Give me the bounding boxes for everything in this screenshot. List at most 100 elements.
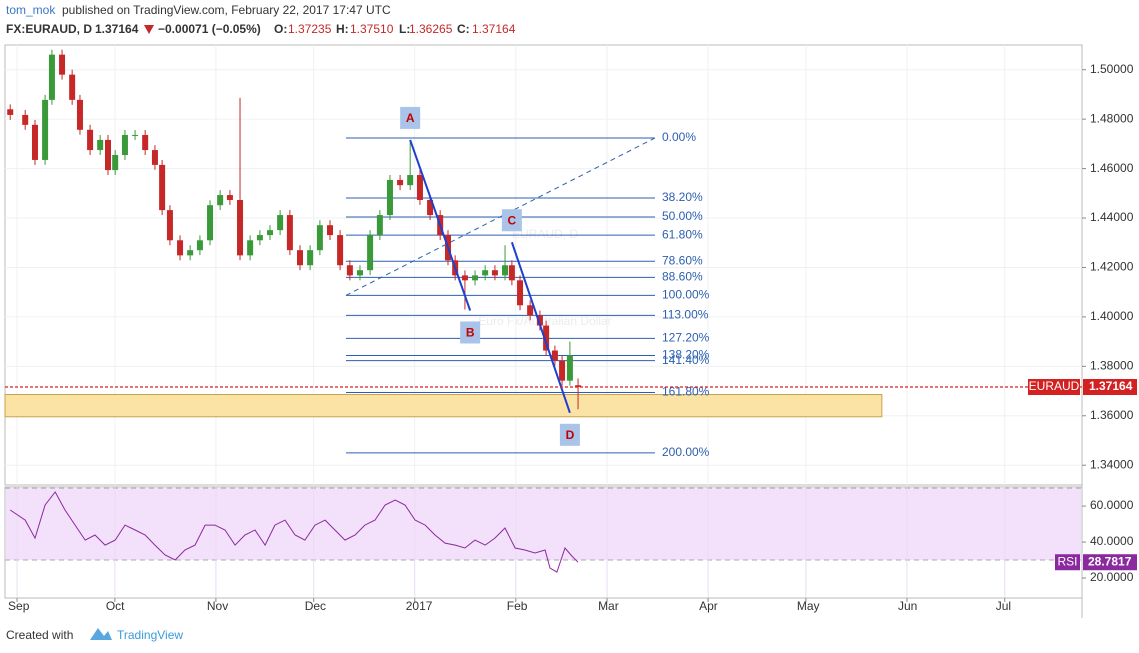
candle-body (226, 195, 233, 200)
candle-body (337, 235, 344, 266)
pattern-label-box (460, 321, 481, 344)
y-tick-label: 1.48000 (1090, 111, 1134, 125)
x-tick-label: Oct (106, 599, 125, 613)
fib-label: 88.60% (662, 270, 703, 284)
candle-body (346, 265, 353, 276)
candle-body (566, 355, 573, 381)
fib-label: 78.60% (662, 253, 703, 267)
candle-body (159, 164, 166, 211)
author[interactable]: tom_mok (6, 3, 56, 17)
rsi-name-box (1055, 554, 1080, 571)
price-name-box (1028, 379, 1080, 396)
candle-body (142, 134, 149, 151)
candle-body (575, 385, 582, 388)
x-tick-label: May (797, 599, 820, 613)
rsi-value: 28.7817 (1088, 554, 1132, 568)
close-value: 1.37164 (472, 22, 516, 36)
y-tick-label: 1.46000 (1090, 161, 1134, 175)
candle-body (536, 315, 543, 326)
y-tick-label: 1.50000 (1090, 62, 1134, 76)
rsi-value-box (1083, 554, 1137, 571)
plot-layer: 20.0000 40.0000 60.0000 RSI 28.7817 1.34000 1.… (4, 44, 1137, 618)
candle-body (297, 250, 304, 266)
down-arrow (144, 25, 154, 34)
last-price: 1.37164 (95, 22, 139, 36)
candle-body (69, 74, 76, 100)
candle-body (527, 305, 534, 316)
x-tick-label: Apr (699, 599, 718, 613)
rsi-line (9, 491, 579, 573)
candle-body (121, 134, 128, 155)
open-label: O: (274, 22, 287, 36)
fib-label: 113.00% (662, 308, 709, 322)
candle-body (166, 210, 173, 241)
pattern-leg (409, 139, 472, 311)
symbol: FX:EURAUD, D (6, 22, 92, 36)
candle-body (316, 225, 323, 251)
low-value: 1.36265 (409, 22, 453, 36)
fib-label: 61.80% (662, 227, 703, 241)
change: −0.00071 (−0.05%) (158, 22, 261, 36)
y-tick-label: 20.0000 (1090, 570, 1134, 584)
price-value-box (1083, 379, 1137, 396)
candle-body (48, 54, 55, 100)
fib-trend (345, 137, 656, 296)
pattern-label-box (559, 423, 580, 446)
candle-body (356, 270, 363, 276)
candle-body (386, 179, 393, 216)
candle-body (237, 199, 244, 256)
candle-body (76, 99, 83, 130)
y-tick-label: 1.42000 (1090, 260, 1134, 274)
fib-label: 38.20% (662, 190, 703, 204)
y-tick-label: 1.36000 (1090, 408, 1134, 422)
candle-body (87, 129, 94, 151)
candle-body (502, 265, 509, 276)
candle-body (112, 155, 119, 171)
candle-body (31, 124, 38, 160)
candle-body (517, 280, 524, 306)
candle-body (177, 240, 184, 256)
high-label: H: (336, 22, 349, 36)
x-tick-label: Mar (598, 599, 619, 613)
watermark-name: Euro Fx/Australian Dollar (478, 314, 611, 328)
candle-body (543, 325, 550, 351)
candle-body (277, 215, 284, 231)
pattern-label: C (508, 213, 517, 227)
candle-body (461, 275, 468, 281)
open-value: 1.37235 (288, 22, 332, 36)
y-tick-label: 1.40000 (1090, 309, 1134, 323)
x-tick-label: Jul (996, 599, 1011, 613)
candle-body (376, 215, 383, 236)
candle-body (151, 150, 158, 165)
candle-body (482, 270, 489, 276)
candle-body (286, 215, 293, 251)
candle-body (42, 99, 49, 160)
pattern-label-box (400, 106, 421, 129)
support-zone (4, 394, 883, 418)
candle-body (551, 350, 558, 361)
price-name: EURAUD (1029, 379, 1080, 393)
published: published on TradingView.com, February 2… (62, 3, 391, 17)
candle-body (207, 205, 214, 241)
candle-body (416, 175, 423, 200)
y-tick-label: 1.44000 (1090, 210, 1134, 224)
candle-body (427, 199, 434, 216)
logo (90, 628, 112, 640)
high-value: 1.37510 (350, 22, 394, 36)
fib-label: 138.20% (662, 348, 710, 362)
fib-label: 100.00% (662, 288, 710, 302)
candle-body (367, 235, 374, 271)
x-tick-label: Feb (507, 599, 528, 613)
brand[interactable]: TradingView (117, 628, 183, 642)
candle-body (7, 109, 14, 115)
candle-body (508, 265, 515, 281)
candle-body (132, 134, 139, 136)
y-tick-label: 1.34000 (1090, 457, 1134, 471)
fib-label: 161.80% (662, 385, 710, 399)
close-label: C: (457, 22, 470, 36)
rsi-name: RSI (1057, 554, 1077, 568)
candle-body (407, 175, 414, 186)
x-tick-label: Nov (207, 599, 228, 613)
fib-label: 200.00% (662, 445, 710, 459)
